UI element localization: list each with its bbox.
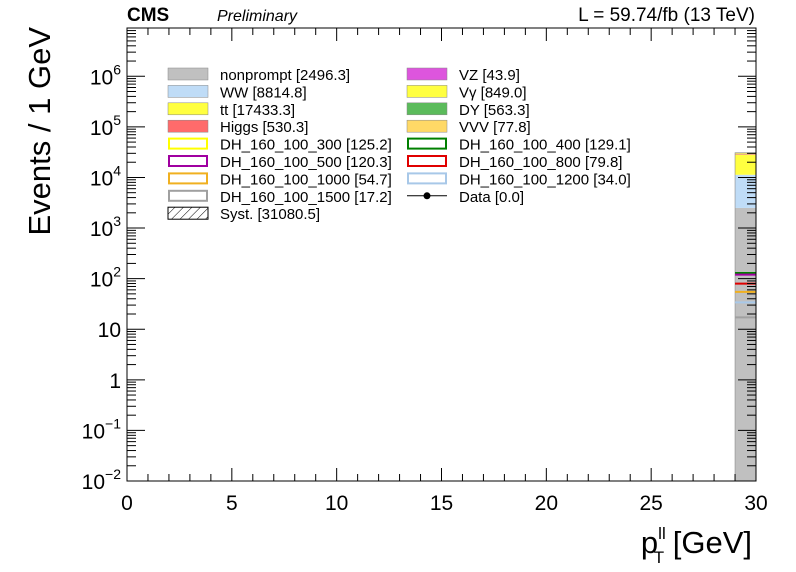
y-tick-label-3: 10 — [98, 319, 121, 342]
legend-swatch — [407, 137, 447, 150]
stack-bar-0 — [735, 207, 756, 481]
legend-entry-left-2: tt [17433.3] — [167, 102, 295, 119]
legend-swatch — [167, 206, 209, 220]
y-tick-label-5: 103 — [90, 213, 121, 241]
y-tick-label-4: 102 — [90, 264, 121, 292]
legend-marker-dot — [423, 192, 431, 200]
legend-entry-right-0: VZ [43.9] — [406, 67, 520, 84]
legend-entry-right-7: Data [0.0] — [407, 189, 524, 206]
legend-swatch — [168, 189, 208, 202]
legend-label: DY [563.3] — [459, 102, 530, 119]
x-tick-label-3: 15 — [430, 492, 453, 515]
y-tick-label-8: 106 — [90, 61, 121, 89]
histogram-bars — [734, 152, 757, 482]
legend-entry-left-7: DH_160_100_1500 [17.2] — [168, 189, 392, 206]
legend-label: VZ [43.9] — [459, 67, 520, 84]
legend-swatch — [167, 85, 209, 98]
experiment-label: CMS — [127, 5, 169, 26]
x-label-unit: [GeV] — [664, 525, 752, 560]
legend-entry-left-1: WW [8814.8] — [167, 84, 307, 101]
status-label: Preliminary — [217, 8, 298, 25]
legend-swatch — [168, 172, 208, 185]
legend-label: DH_160_100_1200 [34.0] — [459, 171, 631, 188]
stack-bar-1 — [735, 174, 756, 208]
legend-label: tt [17433.3] — [220, 102, 295, 119]
y-tick-label-0: 10−2 — [82, 466, 122, 494]
legend-swatch — [167, 119, 209, 133]
legend-label: DH_160_100_300 [125.2] — [220, 137, 392, 154]
lumi-label: L = 59.74/fb (13 TeV) — [578, 5, 755, 26]
legend-swatch — [167, 102, 209, 116]
legend-label: VVV [77.8] — [459, 119, 531, 136]
y-tick-label-2: 1 — [109, 370, 121, 393]
x-label-main: p — [641, 525, 658, 560]
x-tick-label-1: 5 — [226, 492, 238, 515]
legend-swatch — [406, 85, 448, 98]
y-tick-label-7: 105 — [90, 112, 121, 140]
legend-entry-left-6: DH_160_100_1000 [54.7] — [168, 171, 392, 188]
legend-swatch — [407, 172, 447, 185]
legend-swatch — [168, 137, 208, 150]
legend-swatch — [406, 119, 448, 133]
legend-entry-right-5: DH_160_100_800 [79.8] — [407, 154, 622, 171]
legend-entry-left-5: DH_160_100_500 [120.3] — [168, 154, 392, 171]
legend-entry-left-4: DH_160_100_300 [125.2] — [168, 137, 392, 154]
legend-label: nonprompt [2496.3] — [220, 67, 350, 84]
axes: 0 5 10 15 20 25 30 10−2 10−1 1 10 102 103 104 105 106 — [82, 27, 768, 515]
x-tick-label-0: 0 — [121, 492, 133, 515]
legend-swatch — [167, 67, 209, 81]
legend-entry-left-8: Syst. [31080.5] — [167, 206, 320, 223]
legend-entry-right-3: VVV [77.8] — [406, 119, 531, 136]
legend-entry-left-0: nonprompt [2496.3] — [167, 67, 350, 84]
x-tick-label-4: 20 — [535, 492, 558, 515]
legend-label: Higgs [530.3] — [220, 119, 308, 136]
legend-label: DH_160_100_1000 [54.7] — [220, 171, 392, 188]
x-label-sup: ll — [658, 524, 666, 543]
stack-bar-2 — [735, 154, 756, 175]
legend-label: Vγ [849.0] — [459, 84, 527, 101]
legend-entry-right-6: DH_160_100_1200 [34.0] — [407, 171, 631, 188]
legend-label: DH_160_100_500 [120.3] — [220, 154, 392, 171]
x-label-sub: T — [654, 548, 664, 567]
legend-swatch — [168, 155, 208, 167]
x-tick-label-5: 25 — [639, 492, 662, 515]
y-axis-label: Events / 1 GeV — [22, 27, 57, 236]
y-tick-label-1: 10−1 — [82, 415, 122, 443]
legend-swatch — [406, 67, 448, 81]
legend-label: DH_160_100_400 [129.1] — [459, 137, 631, 154]
legend-entry-right-4: DH_160_100_400 [129.1] — [407, 137, 631, 154]
legend-label: DH_160_100_1500 [17.2] — [220, 189, 392, 206]
legend-label: DH_160_100_800 [79.8] — [459, 154, 622, 171]
stack-bar-5 — [735, 153, 756, 154]
legend-swatch — [407, 155, 447, 167]
legend-entry-right-2: DY [563.3] — [406, 102, 530, 119]
legend-label: Syst. [31080.5] — [220, 206, 320, 223]
legend-label: Data [0.0] — [459, 189, 524, 206]
x-axis-label: pll T [GeV] — [641, 524, 752, 567]
legend-entry-left-3: Higgs [530.3] — [167, 119, 308, 136]
legend-entry-right-1: Vγ [849.0] — [406, 84, 527, 101]
stack-bar-4 — [735, 153, 756, 155]
y-tick-label-6: 104 — [90, 162, 121, 190]
legend: nonprompt [2496.3]WW [8814.8]tt [17433.3… — [167, 67, 631, 223]
legend-label: WW [8814.8] — [220, 84, 307, 101]
x-tick-label-2: 10 — [325, 492, 348, 515]
legend-swatch — [406, 102, 448, 116]
x-tick-label-6: 30 — [744, 492, 767, 515]
